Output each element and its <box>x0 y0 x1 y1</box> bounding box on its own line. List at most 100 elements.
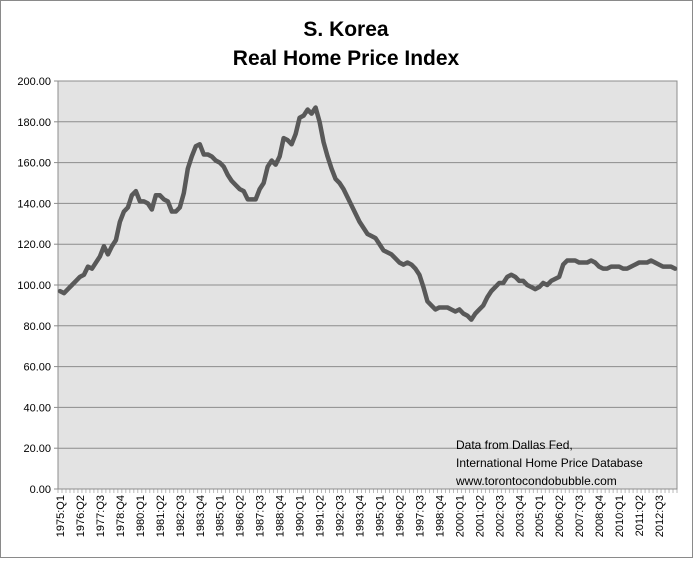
data-point <box>510 273 513 276</box>
data-point <box>242 189 245 193</box>
y-tick-label: 40.00 <box>23 402 51 414</box>
data-point <box>282 136 285 140</box>
data-point <box>657 263 661 266</box>
x-tick-label: 2005:Q1 <box>534 495 546 537</box>
data-point <box>422 285 425 289</box>
data-point <box>617 265 621 268</box>
source-note-line-2: International Home Price Database <box>456 456 643 470</box>
data-point <box>394 257 397 260</box>
data-point <box>150 208 154 211</box>
chart-subtitle: Real Home Price Index <box>233 47 460 70</box>
x-tick-label: 2003:Q4 <box>514 495 526 537</box>
x-tick-label: 1978:Q4 <box>115 495 127 537</box>
data-point <box>565 259 569 262</box>
chart-title: S. Korea <box>303 18 389 41</box>
x-tick-label: 1995:Q1 <box>374 495 386 537</box>
data-point <box>625 267 629 270</box>
data-point <box>238 187 241 191</box>
data-point <box>534 287 537 291</box>
data-point <box>66 287 70 291</box>
data-point <box>322 141 325 144</box>
data-point <box>502 281 505 285</box>
data-point <box>98 255 102 258</box>
x-tick-label: 2006:Q2 <box>554 495 566 537</box>
data-point <box>298 116 301 119</box>
data-point <box>538 285 541 289</box>
y-tick-label: 0.00 <box>30 484 51 496</box>
data-point <box>290 143 293 146</box>
data-point <box>637 261 641 264</box>
data-point <box>186 167 189 170</box>
data-point <box>378 243 381 246</box>
data-point <box>470 318 473 321</box>
data-point <box>370 234 373 238</box>
data-point <box>234 183 237 187</box>
data-point <box>70 283 74 287</box>
data-point <box>486 296 489 299</box>
x-tick-label: 1996:Q2 <box>394 495 406 537</box>
data-point <box>414 267 417 270</box>
data-point <box>246 198 249 201</box>
data-point <box>162 198 166 201</box>
data-point <box>577 261 581 264</box>
x-tick-label: 1983:Q4 <box>195 495 207 537</box>
x-tick-label: 1991:Q2 <box>315 495 327 537</box>
x-tick-label: 1990:Q1 <box>295 495 307 537</box>
data-point <box>454 310 457 313</box>
data-point <box>482 304 485 307</box>
data-point <box>342 187 345 191</box>
y-tick-label: 160.00 <box>17 158 51 170</box>
data-point <box>490 289 493 293</box>
data-point <box>354 212 357 215</box>
data-point <box>498 281 501 285</box>
x-tick-label: 1985:Q1 <box>215 495 227 537</box>
data-point <box>390 253 393 256</box>
x-tick-label: 1982:Q3 <box>175 495 187 537</box>
data-point <box>418 273 421 276</box>
data-point <box>446 306 449 309</box>
data-point <box>585 261 589 264</box>
data-point <box>158 194 162 197</box>
data-point <box>410 263 413 266</box>
data-point <box>318 120 321 124</box>
data-point <box>178 206 182 209</box>
data-point <box>553 277 557 281</box>
data-point <box>613 265 617 268</box>
data-point <box>190 155 193 158</box>
source-note-line-3: www.torontocondobubble.com <box>455 474 617 488</box>
data-point <box>506 275 509 279</box>
data-point <box>561 263 565 266</box>
data-point <box>74 279 78 283</box>
y-tick-label: 60.00 <box>23 362 51 374</box>
data-point <box>462 312 465 315</box>
data-point <box>114 238 118 242</box>
data-point <box>450 308 453 311</box>
data-point <box>126 206 130 209</box>
source-note-line-1: Data from Dallas Fed, <box>456 438 573 452</box>
data-point <box>86 265 90 268</box>
data-point <box>653 261 657 264</box>
x-tick-label: 2007:Q3 <box>574 495 586 537</box>
data-point <box>102 245 106 248</box>
data-point <box>621 267 625 270</box>
data-point <box>274 163 277 166</box>
data-point <box>254 198 257 201</box>
data-point <box>166 200 170 203</box>
data-point <box>330 167 333 170</box>
data-point <box>314 106 317 109</box>
data-point <box>78 275 82 279</box>
data-point <box>218 161 221 164</box>
data-point <box>138 200 142 203</box>
data-point <box>182 192 185 195</box>
data-point <box>609 265 613 268</box>
data-point <box>258 187 261 191</box>
data-point <box>546 283 549 287</box>
data-point <box>641 261 645 264</box>
data-point <box>573 259 577 262</box>
data-point <box>206 153 209 156</box>
data-point <box>406 261 409 264</box>
data-point <box>478 308 481 311</box>
data-point <box>174 210 178 213</box>
y-axis: 0.00 20.00 40.00 60.00 80.00 100.00 120.00 140.… <box>17 76 58 496</box>
